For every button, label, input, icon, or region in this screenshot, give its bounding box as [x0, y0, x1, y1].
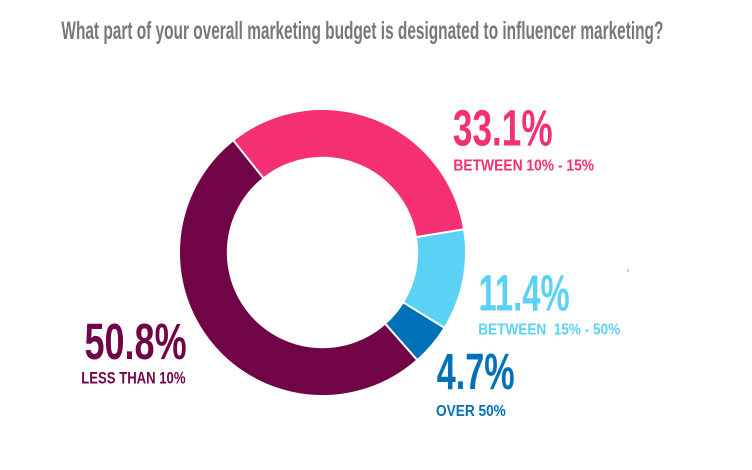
svg-text:50.8%: 50.8% [85, 313, 187, 370]
svg-text:OVER 50%: OVER 50% [436, 403, 506, 420]
svg-text:33.1%: 33.1% [453, 100, 553, 157]
svg-text:BETWEEN 10% - 15%: BETWEEN 10% - 15% [453, 158, 594, 175]
svg-text:LESS THAN 10%: LESS THAN 10% [81, 368, 185, 387]
svg-text:11.4%: 11.4% [479, 265, 570, 322]
svg-text:What part of your overall mark: What part of your overall marketing budg… [61, 17, 663, 45]
svg-text:BETWEEN 15% - 50%: BETWEEN 15% - 50% [478, 321, 620, 338]
svg-text:4.7%: 4.7% [437, 343, 515, 400]
